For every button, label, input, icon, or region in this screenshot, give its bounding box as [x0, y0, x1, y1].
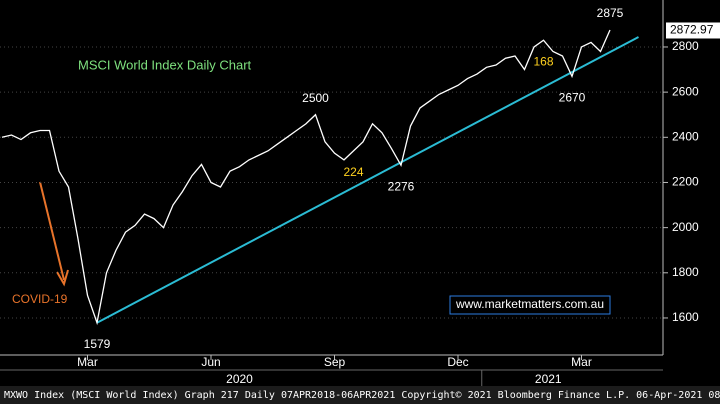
trendline	[96, 36, 639, 324]
y-tick-label: 2000	[672, 220, 699, 234]
y-tick-label: 2800	[672, 39, 699, 53]
annotation: 2276	[388, 179, 415, 193]
event-arrow-head	[56, 269, 69, 287]
x-tick-label: Mar	[571, 355, 592, 369]
y-tick-label: 2600	[672, 84, 699, 98]
x-tick-label: Jun	[201, 355, 220, 369]
x-group-label: 2021	[535, 372, 562, 386]
annotation: 1579	[84, 337, 111, 351]
annotation: 224	[343, 165, 363, 179]
annotation: 2500	[302, 91, 329, 105]
footer-bar	[0, 386, 720, 404]
annotation: 2670	[559, 91, 586, 105]
watermark-box	[449, 295, 611, 315]
x-tick-label: Dec	[447, 355, 468, 369]
last-price-label: 2872.97	[670, 23, 714, 37]
price-line	[1, 29, 611, 326]
chart-title: MSCI World Index Daily Chart	[78, 57, 252, 72]
y-tick-label: 1800	[672, 265, 699, 279]
event-label: COVID-19	[12, 292, 68, 306]
event-arrow	[39, 181, 65, 281]
y-tick-label: 2400	[672, 129, 699, 143]
y-tick-label: 1600	[672, 310, 699, 324]
x-tick-label: Sep	[324, 355, 346, 369]
x-group-label: 2020	[226, 372, 253, 386]
x-tick-label: Mar	[77, 355, 98, 369]
y-tick-label: 2200	[672, 175, 699, 189]
last-price-tag	[666, 22, 720, 39]
footer: MXWO Index (MSCI World Index) Graph 217 …	[4, 390, 720, 401]
watermark: www.marketmatters.com.au	[455, 297, 604, 311]
annotation: 168	[533, 54, 553, 68]
annotation: 2875	[597, 6, 624, 20]
